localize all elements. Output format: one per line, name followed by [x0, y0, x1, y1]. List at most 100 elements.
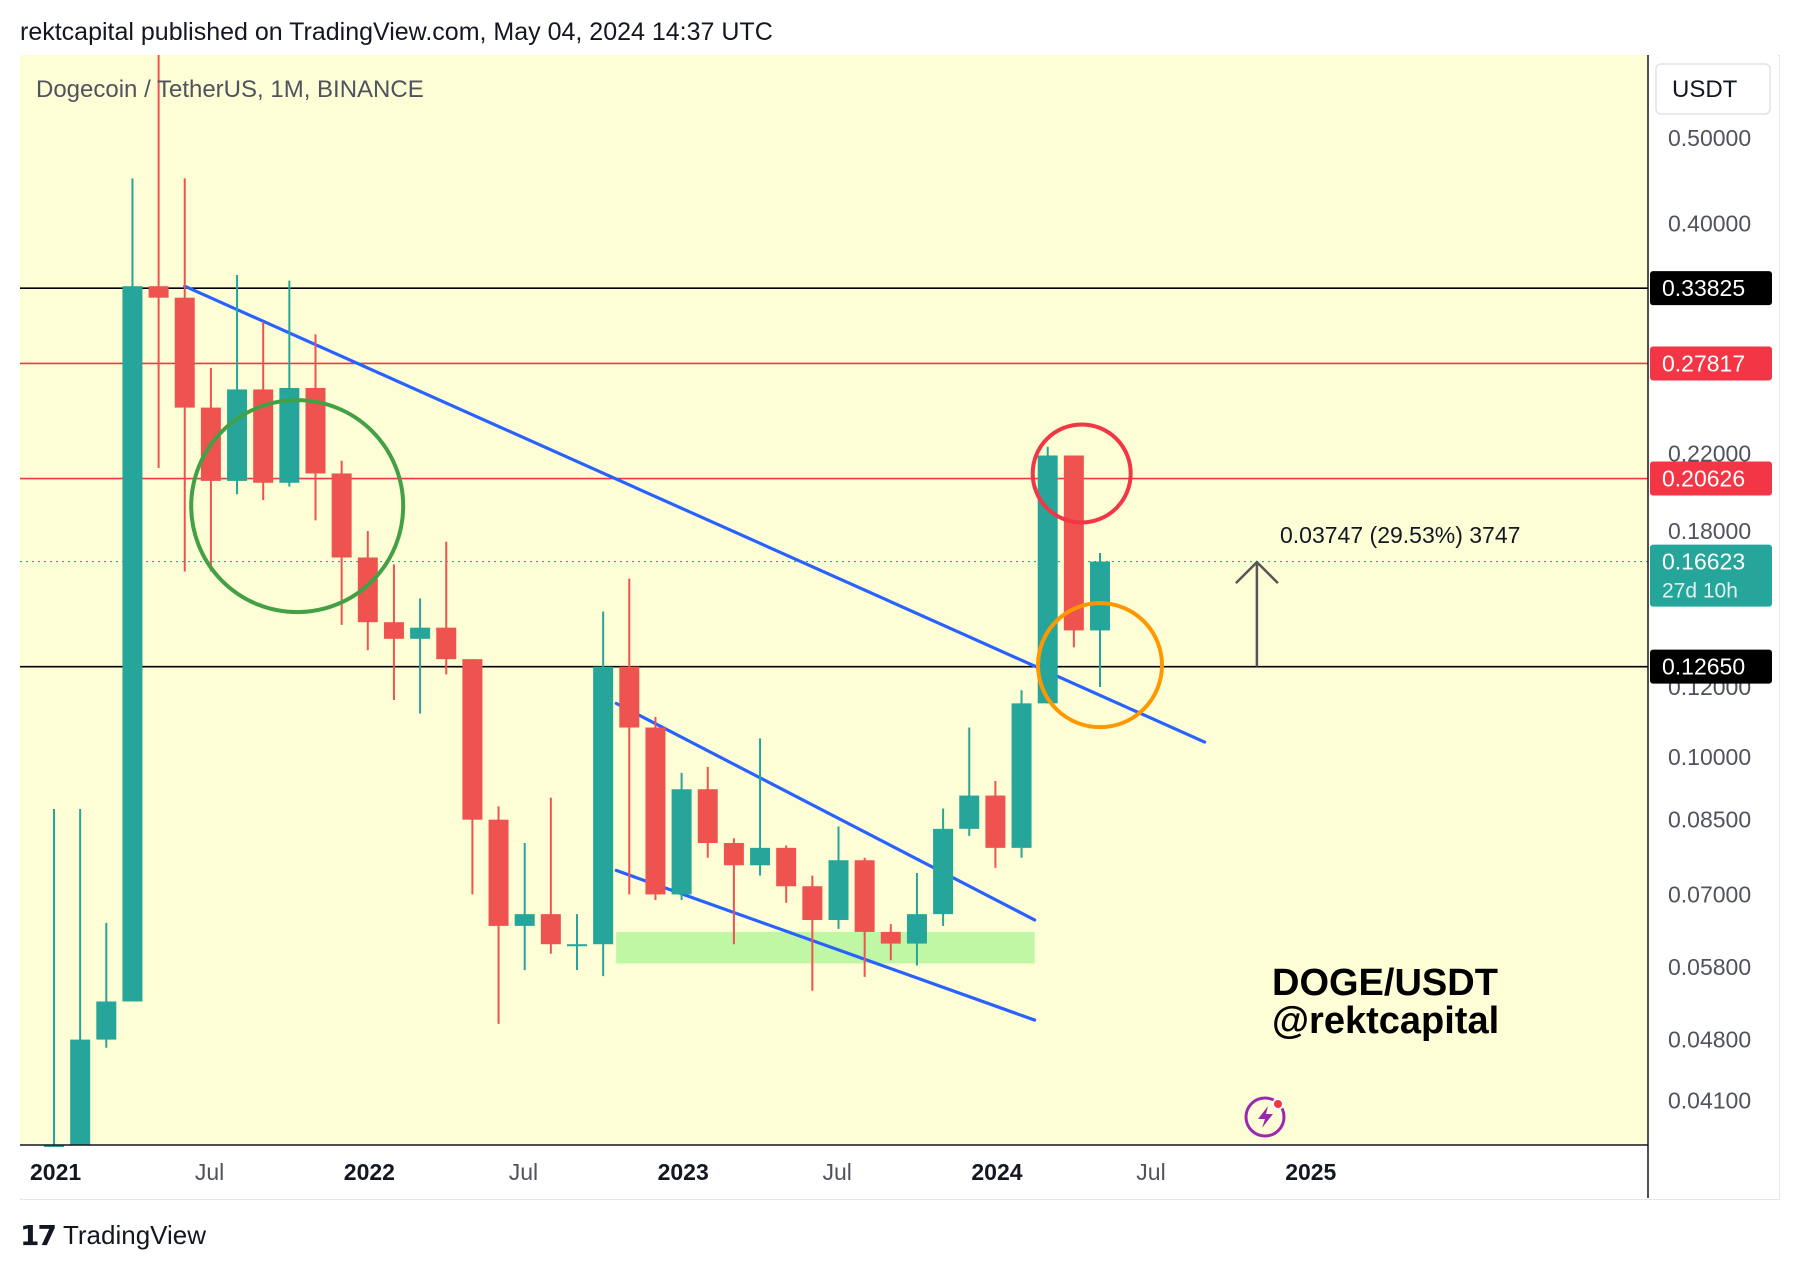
- time-axis[interactable]: 2021 Jul 2022 Jul 2023 Jul 2024 Jul 2025: [30, 1159, 1337, 1185]
- currency-button[interactable]: USDT: [1655, 63, 1771, 115]
- price-tag-text-0.27817: 0.27817: [1662, 350, 1745, 376]
- candle-2023-03: [723, 838, 744, 945]
- tradingview-logo-icon: 17: [20, 1219, 57, 1252]
- x-tick-Jul-6: Jul: [195, 1159, 224, 1185]
- candle-body-2024-01: [985, 795, 1006, 848]
- candle-2023-01: [671, 772, 692, 900]
- x-tick-2024-36: 2024: [971, 1159, 1022, 1185]
- candle-body-2022-05: [462, 659, 483, 820]
- price-tags: 0.33825 0.27817 0.20626 0.12650 0.16623 27d 1…: [1650, 271, 1772, 684]
- candle-2021-05: [148, 55, 169, 468]
- candle-body-2024-03: [1037, 455, 1058, 704]
- candle-2021-06: [174, 178, 195, 572]
- y-tick-0.05800: 0.05800: [1668, 954, 1751, 980]
- price-axis-background: [1648, 55, 1778, 1198]
- candle-body-2023-02: [697, 789, 718, 844]
- candle-body-2022-08: [540, 914, 561, 945]
- candle-2022-06: [488, 806, 509, 1024]
- candle-body-2022-03: [410, 627, 431, 639]
- tradingview-brand: TradingView: [62, 1220, 207, 1250]
- measure-label: 0.03747 (29.53%) 3747: [1280, 522, 1520, 548]
- candle-2022-07: [514, 843, 535, 971]
- candle-body-2021-03: [96, 1001, 117, 1040]
- price-tag-bg-0.20626: [1650, 461, 1772, 496]
- candle-2024-02: [1011, 690, 1032, 858]
- candle-2022-05: [462, 659, 483, 895]
- candle-body-2022-12: [645, 727, 666, 895]
- y-tick-0.08500: 0.08500: [1668, 807, 1751, 833]
- candle-2021-12: [331, 460, 352, 625]
- y-tick-0.04800: 0.04800: [1668, 1027, 1751, 1053]
- candle-2023-02: [697, 766, 718, 858]
- candle-body-2023-04: [750, 847, 771, 866]
- candle-2022-04: [436, 541, 457, 675]
- trendline-macro-downtrend: [183, 284, 1207, 744]
- circles-layer: [189, 398, 1164, 730]
- candle-2023-04: [750, 738, 771, 876]
- y-tick-0.07000: 0.07000: [1668, 881, 1751, 907]
- candle-2021-09: [253, 321, 274, 501]
- candle-body-2021-05: [148, 286, 169, 298]
- price-tag-0.20626: 0.20626: [1650, 461, 1772, 496]
- candle-2023-05: [776, 845, 797, 903]
- measure-layer: 0.03747 (29.53%) 3747: [1235, 522, 1520, 667]
- candle-2023-06: [802, 875, 823, 991]
- candle-body-2024-02: [1011, 703, 1032, 848]
- candle-2022-02: [383, 564, 404, 701]
- candle-2023-12: [959, 727, 980, 836]
- price-axis[interactable]: 0.500000.400000.220000.180000.120000.100…: [1668, 125, 1751, 1113]
- candle-2022-10: [593, 611, 614, 977]
- candle-body-2022-04: [436, 627, 457, 660]
- candle-2023-07: [828, 826, 849, 929]
- candle-body-2024-05: [1090, 561, 1110, 631]
- candle-body-2023-05: [776, 847, 797, 887]
- x-tick-Jul-18: Jul: [509, 1159, 538, 1185]
- candle-body-2022-01: [357, 557, 378, 623]
- last-price-countdown: 27d 10h: [1662, 580, 1738, 603]
- price-tag-0.33825: 0.33825: [1650, 271, 1772, 306]
- candle-body-2022-10: [593, 666, 614, 945]
- candle-body-2023-12: [959, 795, 980, 829]
- red-circle: [1030, 422, 1133, 525]
- candle-body-2023-09: [880, 931, 901, 944]
- y-tick-0.10000: 0.10000: [1668, 744, 1751, 770]
- last-price-value: 0.16623: [1662, 549, 1745, 575]
- candle-body-2021-01: [44, 1145, 64, 1147]
- green-circle: [189, 398, 406, 615]
- candle-2022-12: [645, 716, 666, 900]
- last-price-tag-bg: [1650, 544, 1772, 607]
- y-tick-0.18000: 0.18000: [1668, 518, 1751, 544]
- candle-2023-10: [906, 873, 927, 966]
- lightning-icon[interactable]: [1244, 1096, 1286, 1138]
- candle-2022-09: [567, 914, 587, 971]
- time-axis-background: [20, 1145, 1648, 1198]
- candle-2021-01: [44, 808, 64, 1147]
- candle-2021-02: [70, 808, 91, 1145]
- candle-body-2021-11: [305, 387, 326, 474]
- currency-button-label: USDT: [1672, 76, 1738, 103]
- candle-2022-08: [540, 797, 561, 954]
- price-tag-bg-0.33825: [1650, 271, 1772, 306]
- candle-body-2022-11: [619, 666, 640, 728]
- y-tick-0.50000: 0.50000: [1668, 125, 1751, 151]
- y-tick-0.04100: 0.04100: [1668, 1087, 1751, 1113]
- candle-2021-10: [279, 280, 300, 487]
- price-tag-bg-0.27817: [1650, 346, 1772, 381]
- candle-2024-03: [1037, 446, 1058, 704]
- tradingview-footer[interactable]: 17 TradingView: [20, 1219, 206, 1252]
- candle-2022-03: [410, 598, 431, 714]
- measure-arrow-head: [1235, 560, 1279, 584]
- candle-body-2023-07: [828, 860, 849, 920]
- candle-2024-01: [985, 780, 1006, 868]
- candle-body-2022-06: [488, 819, 509, 926]
- candle-body-2023-06: [802, 886, 823, 920]
- candle-body-2021-04: [122, 286, 143, 1002]
- candle-2022-11: [619, 578, 640, 895]
- x-tick-Jul-42: Jul: [1136, 1159, 1165, 1185]
- price-tag-text-0.12650: 0.12650: [1662, 654, 1745, 680]
- price-tag-0.12650: 0.12650: [1650, 649, 1772, 684]
- accumulation-zone-layer: [616, 931, 1035, 964]
- candle-body-2022-09: [567, 944, 587, 947]
- candles-layer: [44, 55, 1110, 1147]
